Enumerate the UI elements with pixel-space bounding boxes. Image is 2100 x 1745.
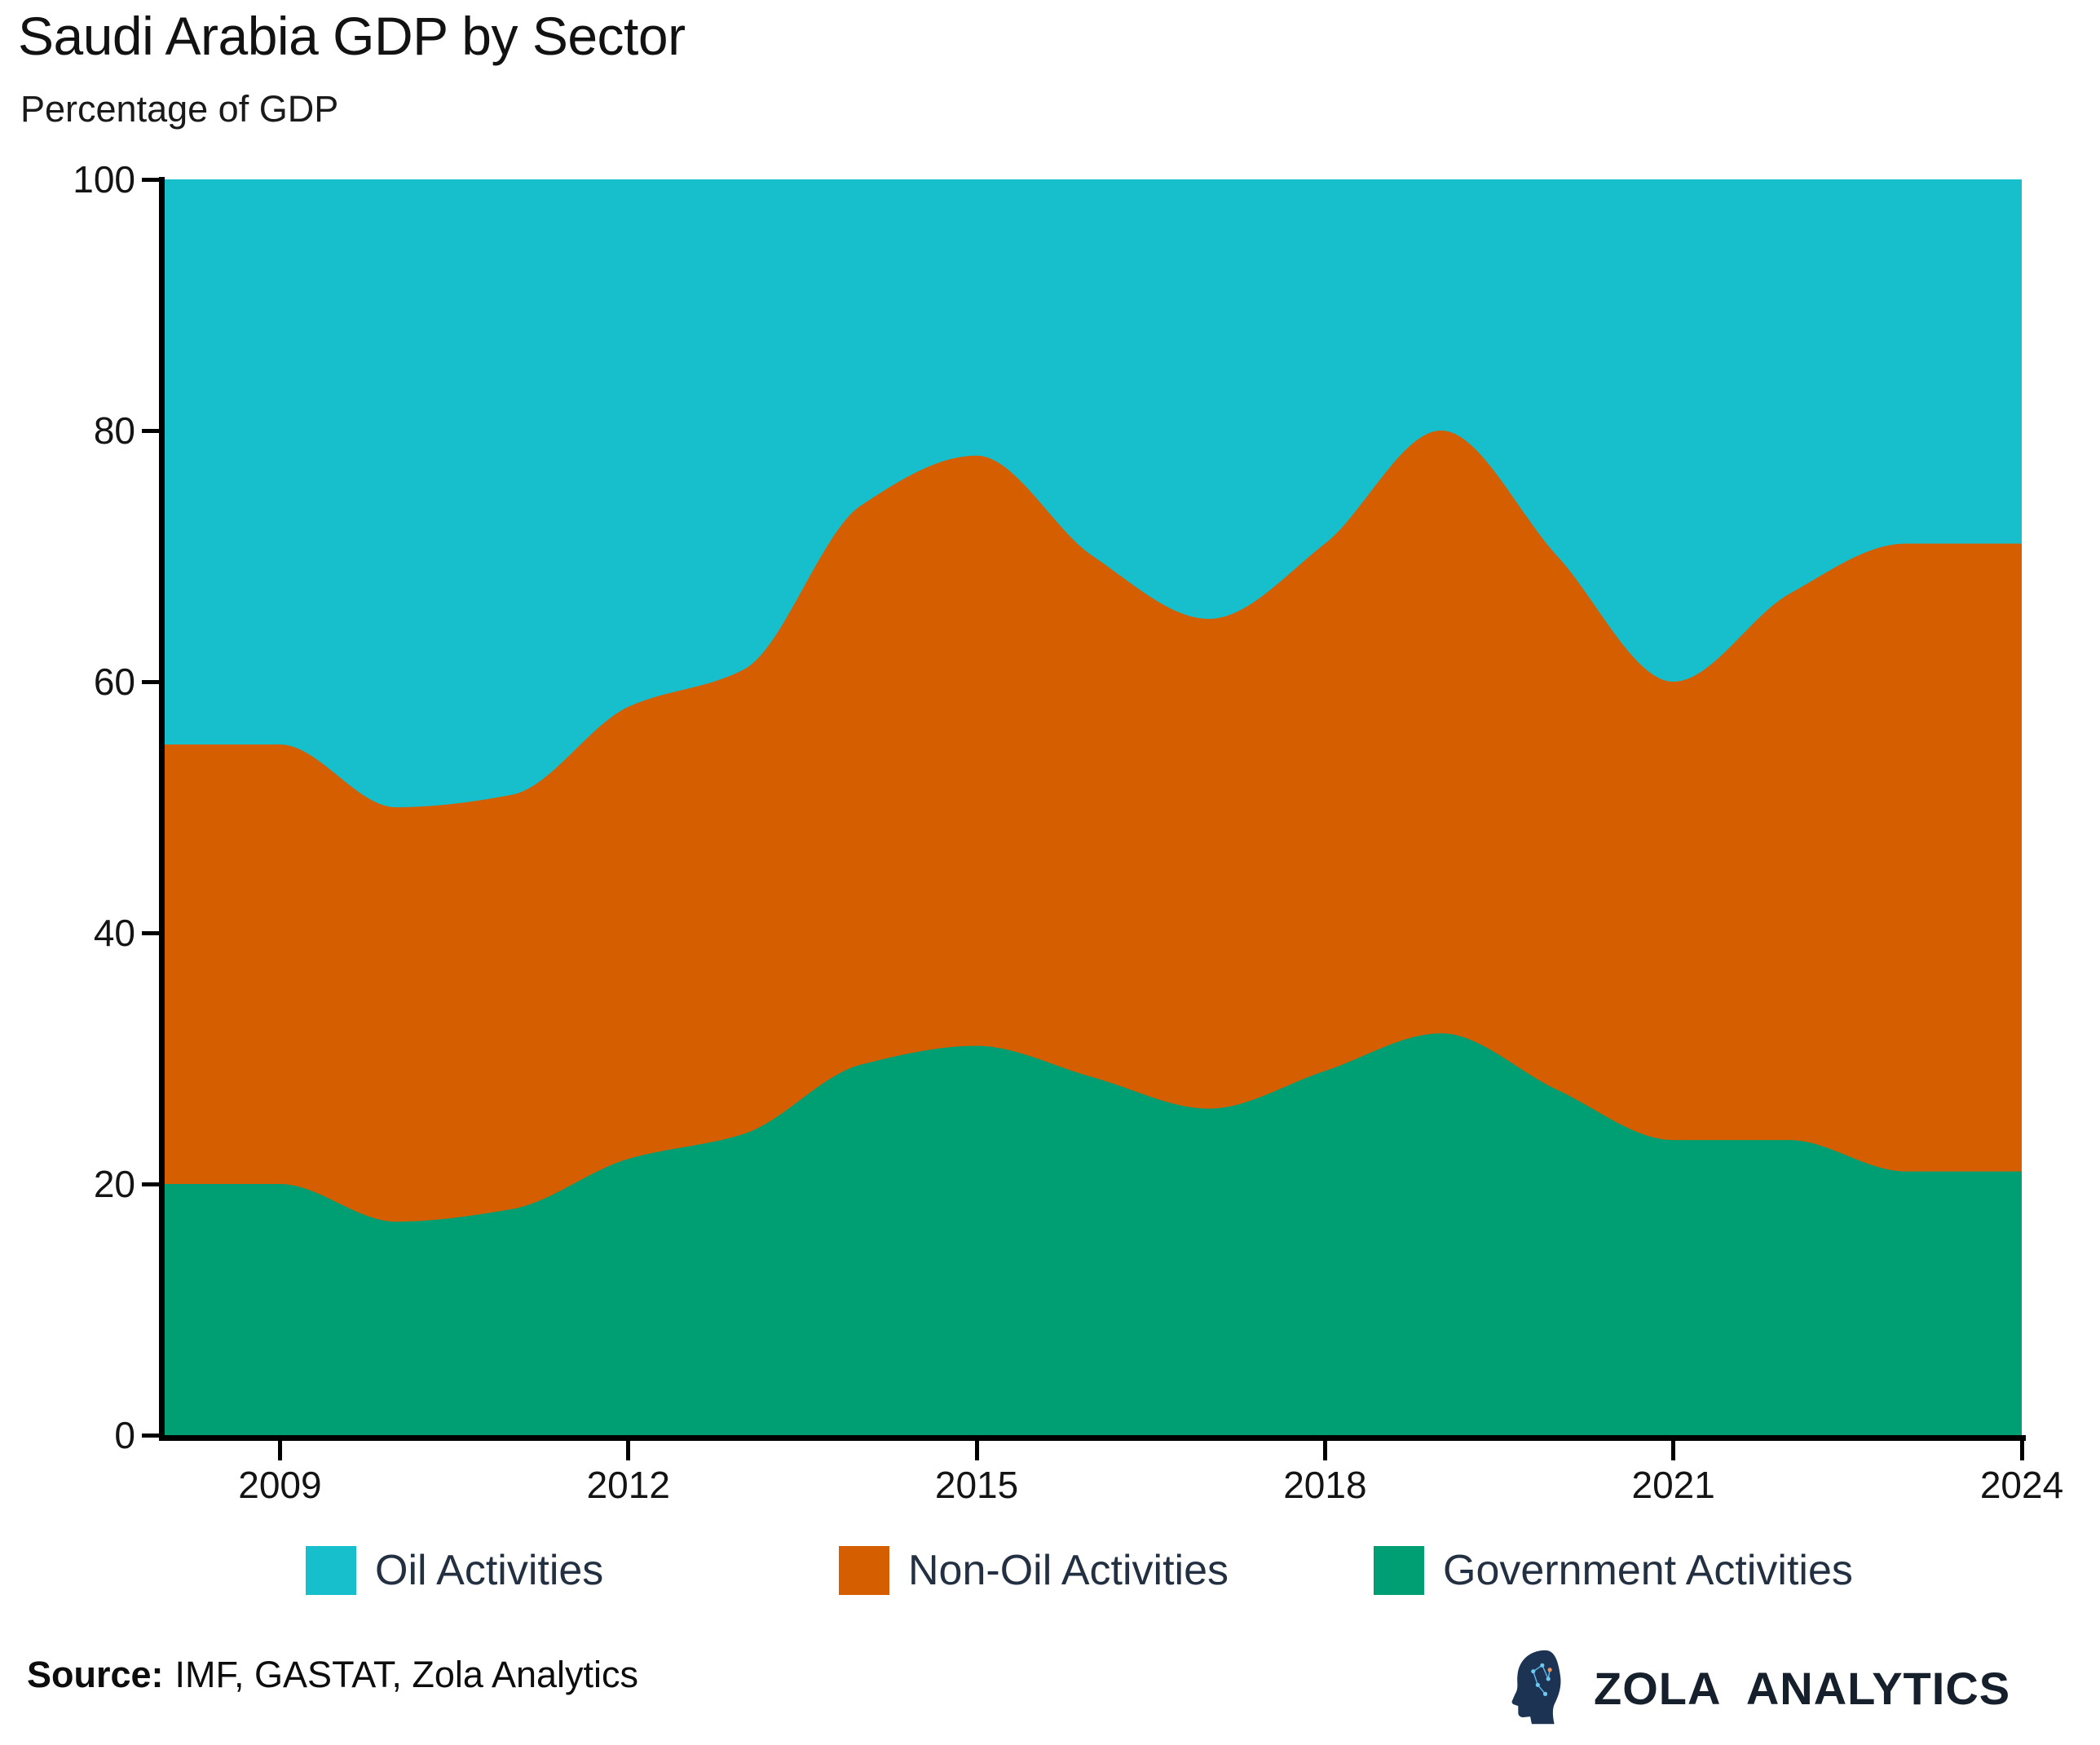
x-axis-tick: [277, 1441, 282, 1460]
y-axis-label: 80: [93, 409, 135, 452]
stacked-area-chart: [164, 179, 2022, 1435]
y-axis-tick: [142, 931, 159, 935]
x-axis-tick: [974, 1441, 979, 1460]
page-subtitle: Percentage of GDP: [20, 88, 339, 130]
x-axis-tick: [2019, 1441, 2024, 1460]
x-axis-label: 2024: [1979, 1464, 2064, 1506]
y-axis-tick: [142, 1434, 159, 1438]
x-axis-tick: [1322, 1441, 1327, 1460]
brand-logo: ZOLA ANALYTICS: [1511, 1649, 2010, 1727]
brand-name: ZOLA ANALYTICS: [1594, 1662, 2011, 1714]
legend-label-government-activities: Government Activities: [1443, 1547, 1853, 1594]
zola-head-icon: [1511, 1650, 1561, 1725]
x-axis-label: 2009: [238, 1464, 322, 1506]
source-text: IMF, GASTAT, Zola Analytics: [174, 1654, 639, 1695]
legend-swatch-oil-activities: [306, 1546, 356, 1595]
y-axis-label: 60: [93, 660, 135, 703]
y-axis-line: [159, 177, 165, 1441]
legend-label-oil-activities: Oil Activities: [375, 1547, 604, 1594]
x-axis-label: 2021: [1631, 1464, 1715, 1506]
y-axis-label: 100: [73, 158, 135, 201]
legend-swatch-government-activities: [1374, 1546, 1424, 1595]
y-axis-tick: [142, 680, 159, 684]
x-axis-tick: [626, 1441, 631, 1460]
x-axis-label: 2015: [934, 1464, 1019, 1506]
source-note: Source: IMF, GASTAT, Zola Analytics: [27, 1654, 638, 1696]
y-axis-tick: [142, 429, 159, 433]
area-government-activities: [164, 1033, 2022, 1435]
x-axis-tick: [1671, 1441, 1676, 1460]
y-axis-label: 20: [93, 1163, 135, 1205]
x-axis-label: 2018: [1283, 1464, 1367, 1506]
legend-swatch-non-oil-activities: [839, 1546, 889, 1595]
x-axis-line: [159, 1435, 2026, 1441]
y-axis-label: 40: [93, 912, 135, 954]
page-title: Saudi Arabia GDP by Sector: [18, 6, 686, 66]
source-prefix: Source:: [27, 1654, 164, 1695]
y-axis-label: 0: [114, 1414, 135, 1456]
y-axis-tick: [142, 178, 159, 182]
legend-label-non-oil-activities: Non-Oil Activities: [908, 1547, 1229, 1594]
y-axis-tick: [142, 1182, 159, 1186]
x-axis-label: 2012: [586, 1464, 670, 1506]
